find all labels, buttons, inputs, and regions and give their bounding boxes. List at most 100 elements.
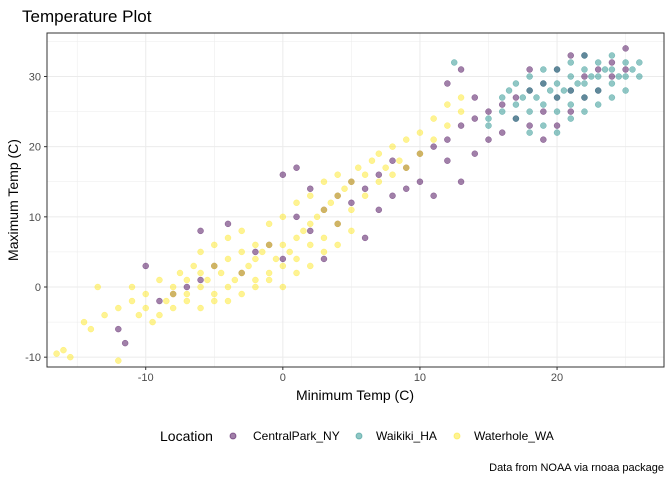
- point-centralpark-ny: [142, 262, 149, 270]
- point-waterhole-wa: [224, 283, 232, 291]
- point-centralpark-ny: [224, 220, 232, 228]
- point-waterhole-wa: [87, 325, 95, 333]
- point-waikiki-ha: [512, 80, 520, 87]
- point-waikiki-ha: [574, 80, 581, 87]
- point-centralpark-ny: [402, 185, 410, 193]
- point-waterhole-wa: [128, 283, 136, 291]
- point-centralpark-ny: [485, 136, 492, 143]
- point-waikiki-ha: [636, 59, 643, 66]
- point-centralpark-ny: [471, 94, 479, 101]
- point-waterhole-wa: [307, 192, 314, 200]
- point-waikiki-ha: [526, 129, 533, 136]
- point-waterhole-wa: [341, 185, 348, 193]
- point-waikiki-ha: [608, 94, 616, 101]
- legend-item-waterhole-wa: Waterhole_WA: [453, 429, 554, 443]
- point-waterhole-wa: [176, 269, 184, 277]
- point-centralpark-ny: [622, 45, 629, 52]
- point-waterhole-wa: [211, 290, 218, 298]
- point-waterhole-wa: [259, 248, 266, 256]
- point-waterhole-wa: [389, 143, 396, 150]
- point-waterhole-wa: [307, 262, 314, 270]
- legend-label-centralpark-ny: CentralPark_NY: [253, 429, 340, 443]
- point-waterhole-wa: [224, 297, 232, 305]
- point-waterhole-wa: [142, 290, 149, 298]
- point-waikiki-ha: [567, 101, 575, 108]
- point-waterhole-wa: [224, 255, 232, 263]
- point-waterhole-wa: [361, 192, 369, 200]
- point-waikiki-ha: [540, 101, 547, 108]
- point-waterhole-wa: [169, 283, 177, 291]
- point-waikiki-ha: [512, 101, 520, 108]
- point-waikiki-ha: [526, 108, 533, 115]
- point-waikiki-ha: [498, 108, 506, 115]
- point-centralpark-ny: [361, 234, 369, 242]
- point-centralpark-ny: [416, 178, 424, 186]
- point-waikiki-ha: [485, 122, 492, 129]
- point-waikiki-ha: [540, 66, 547, 73]
- point-centralpark-ny: [115, 325, 122, 333]
- point-centralpark-ny: [457, 178, 465, 186]
- point-waikiki-ha: [594, 59, 602, 66]
- point-waikiki-ha: [581, 66, 588, 73]
- point-centralpark-ny: [348, 199, 355, 207]
- legend-key-waikiki-ha: [355, 432, 363, 440]
- point-waterhole-wa: [211, 262, 218, 270]
- point-waikiki-ha: [622, 73, 629, 80]
- point-waterhole-wa: [238, 248, 245, 256]
- point-centralpark-ny: [526, 66, 533, 73]
- point-waterhole-wa: [211, 297, 218, 305]
- x-tick-label: -10: [138, 372, 154, 384]
- point-waterhole-wa: [279, 262, 287, 270]
- point-waikiki-ha: [485, 115, 492, 122]
- point-waterhole-wa: [348, 227, 355, 235]
- point-centralpark-ny: [581, 73, 588, 80]
- point-centralpark-ny: [512, 94, 520, 101]
- point-waterhole-wa: [457, 94, 465, 101]
- legend-key-waterhole-wa: [453, 432, 461, 440]
- point-centralpark-ny: [457, 122, 465, 129]
- point-waterhole-wa: [135, 311, 143, 319]
- y-axis: -10 0 10 20 30: [25, 72, 47, 364]
- point-waterhole-wa: [183, 297, 191, 305]
- point-waterhole-wa: [320, 234, 328, 242]
- point-waterhole-wa: [307, 241, 314, 249]
- legend-label-waikiki-ha: Waikiki_HA: [376, 429, 437, 443]
- point-centralpark-ny: [430, 143, 437, 150]
- point-waterhole-wa: [94, 283, 101, 291]
- point-waterhole-wa: [197, 269, 204, 277]
- point-centralpark-ny: [279, 255, 287, 263]
- point-waikiki-ha: [553, 80, 561, 87]
- point-waterhole-wa: [416, 150, 424, 157]
- point-waterhole-wa: [265, 269, 273, 277]
- point-waterhole-wa: [354, 164, 362, 171]
- point-waikiki-ha: [498, 94, 506, 101]
- point-centralpark-ny: [430, 192, 437, 200]
- point-waikiki-ha: [567, 87, 575, 94]
- point-waikiki-ha: [512, 115, 520, 122]
- point-waikiki-ha: [594, 101, 602, 108]
- point-waterhole-wa: [252, 283, 259, 291]
- point-waterhole-wa: [368, 157, 376, 164]
- legend-key-centralpark-ny: [229, 432, 237, 440]
- chart-caption: Data from NOAA via rnoaa package: [489, 462, 664, 474]
- point-waterhole-wa: [286, 248, 293, 256]
- point-centralpark-ny: [320, 255, 328, 263]
- point-waterhole-wa: [348, 206, 355, 214]
- point-centralpark-ny: [553, 122, 561, 129]
- point-waikiki-ha: [636, 73, 643, 80]
- point-waikiki-ha: [601, 66, 609, 73]
- point-waterhole-wa: [238, 269, 245, 277]
- point-waikiki-ha: [540, 122, 547, 129]
- point-waikiki-ha: [546, 87, 554, 94]
- point-centralpark-ny: [293, 164, 300, 171]
- legend-label-waterhole-wa: Waterhole_WA: [474, 429, 554, 443]
- x-axis: -10 0 10 20: [138, 367, 563, 384]
- point-waikiki-ha: [540, 80, 547, 87]
- point-centralpark-ny: [594, 66, 602, 73]
- point-waterhole-wa: [307, 220, 314, 228]
- legend: Location CentralPark_NY Waikiki_HA Water…: [160, 428, 554, 444]
- point-waterhole-wa: [361, 171, 369, 178]
- point-waikiki-ha: [581, 80, 588, 87]
- point-waikiki-ha: [622, 59, 629, 66]
- point-waterhole-wa: [389, 171, 396, 178]
